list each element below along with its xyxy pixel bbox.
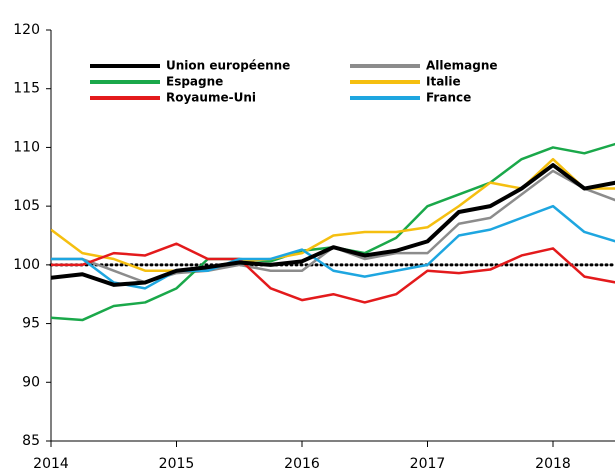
plot-area xyxy=(51,142,615,322)
series-line xyxy=(51,163,615,287)
y-tick-label: 100 xyxy=(13,257,40,273)
series-line xyxy=(51,204,615,290)
y-tick-label: 85 xyxy=(22,433,40,449)
x-tick-label: 2018 xyxy=(535,456,571,472)
x-tick-label: 2016 xyxy=(284,456,320,472)
series-line xyxy=(51,242,615,304)
y-tick-label: 105 xyxy=(13,198,40,214)
y-tick-label: 90 xyxy=(22,374,40,390)
x-tick-label: 2014 xyxy=(33,456,69,472)
legend-label: Union européenne xyxy=(166,59,290,73)
x-tick-label: 2017 xyxy=(410,456,446,472)
legend-label: Royaume-Uni xyxy=(166,91,256,105)
y-tick-label: 110 xyxy=(13,139,40,155)
y-tick-label: 115 xyxy=(13,81,40,97)
legend-label: Espagne xyxy=(166,75,223,89)
legend-label: France xyxy=(426,91,471,105)
x-tick-label: 2015 xyxy=(159,456,195,472)
legend-label: Italie xyxy=(426,75,461,89)
y-tick-label: 120 xyxy=(13,22,40,38)
y-tick-label: 95 xyxy=(22,316,40,332)
legend-label: Allemagne xyxy=(426,59,498,73)
